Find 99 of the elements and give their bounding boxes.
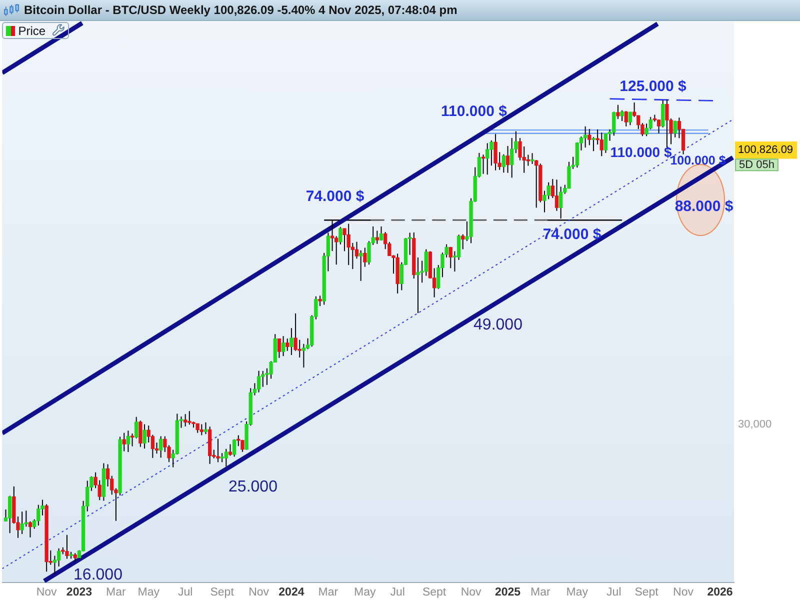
candlestick <box>256 370 261 393</box>
candlestick <box>448 246 452 269</box>
annotation: 16.000 <box>74 566 123 584</box>
x-tick-label: Sept <box>210 586 235 599</box>
annotation: 25.000 <box>228 478 278 496</box>
x-tick-label: May <box>354 586 376 599</box>
candlestick <box>665 98 669 148</box>
candlestick <box>416 256 420 314</box>
candlestick <box>522 146 526 174</box>
candlestick <box>142 424 146 450</box>
candlestick <box>628 111 632 126</box>
candlestick <box>98 480 102 501</box>
candlestick <box>216 438 220 463</box>
annotation: 125.000 $ <box>620 78 688 96</box>
candlestick <box>159 436 163 458</box>
candlestick <box>354 241 359 260</box>
annotation: 74.000 $ <box>306 188 365 206</box>
candlestick <box>236 434 240 447</box>
candlestick <box>375 230 379 244</box>
candlestick <box>290 328 294 356</box>
candlestick <box>277 338 282 358</box>
x-tick-label: Nov <box>36 586 58 599</box>
candlestick <box>184 414 188 427</box>
annotation: 110.000 $ <box>610 144 672 160</box>
candlestick <box>122 432 126 452</box>
candlestick <box>486 142 490 176</box>
chart-title: Bitcoin Dollar - BTC/USD Weekly 100,826.09 -5.40% 4 Nov 2025, 07:48:04 pm <box>24 3 458 17</box>
candlestick <box>106 464 110 488</box>
x-tick-label: 2023 <box>66 586 92 599</box>
candlestick <box>281 336 286 357</box>
candlestick <box>616 104 620 120</box>
x-tick-label: 2026 <box>707 586 733 599</box>
candlestick <box>65 534 69 560</box>
candlestick <box>456 234 461 260</box>
candlestick <box>52 555 57 574</box>
candlestick <box>494 134 498 171</box>
candlestick <box>286 338 290 352</box>
candlestick <box>318 295 322 307</box>
candlestick <box>624 110 628 127</box>
candlestick <box>232 438 236 458</box>
candlestick <box>56 548 61 568</box>
y-tick-label: 30,000 <box>738 418 772 430</box>
candlestick <box>196 423 200 434</box>
candlestick <box>126 430 130 453</box>
annotation: 74.000 $ <box>542 226 602 244</box>
candlestick <box>204 422 208 435</box>
candlestick <box>554 179 559 212</box>
x-tick-label: Nov <box>248 586 270 599</box>
candlestick <box>346 223 350 266</box>
x-tick-label: 2025 <box>494 586 522 599</box>
candlestick <box>661 100 665 128</box>
candlestick <box>188 410 192 426</box>
candlestick <box>150 434 155 458</box>
x-tick-label: Sept <box>634 586 660 599</box>
y-tick-label: 100,826.09 <box>738 144 794 156</box>
candlestick <box>424 248 428 276</box>
candlestick <box>379 226 384 241</box>
candlestick <box>546 182 550 200</box>
candlestick <box>600 132 604 157</box>
candlestick <box>28 520 32 538</box>
candlestick <box>138 420 142 448</box>
x-tick-label: Nov <box>460 586 482 599</box>
annotation: 110.000 $ <box>441 103 508 120</box>
x-tick-label: 2024 <box>278 586 305 599</box>
candlestick <box>604 133 608 154</box>
x-tick-label: May <box>138 586 160 599</box>
candlestick <box>220 452 224 463</box>
x-tick-label: Mar <box>318 586 338 599</box>
candlestick <box>240 439 244 452</box>
candlestick <box>228 444 232 456</box>
candlestick <box>224 448 228 467</box>
candlestick <box>20 511 24 535</box>
x-tick-label: Mar <box>530 586 550 599</box>
candlestick <box>588 128 592 146</box>
legend-label: Price <box>18 24 46 38</box>
candlestick <box>510 137 514 178</box>
candlestick <box>130 432 134 447</box>
x-tick-label: Sept <box>422 586 447 599</box>
annotation: 49.000 <box>474 316 523 334</box>
candlestick <box>302 343 306 368</box>
candlestick <box>359 250 363 282</box>
candlestick <box>481 154 486 174</box>
candlestick <box>506 145 510 174</box>
candlestick <box>298 339 302 358</box>
x-tick-label: Jul <box>390 586 405 599</box>
x-tick-label: Nov <box>673 586 694 599</box>
candlestick <box>36 504 40 526</box>
x-tick-label: Jul <box>178 586 193 599</box>
x-tick-label: May <box>566 586 588 599</box>
candlestick <box>583 126 588 148</box>
x-tick-label: Jul <box>606 586 622 599</box>
candlestick <box>656 119 661 134</box>
candlestick <box>200 424 204 436</box>
candlestick <box>673 120 677 138</box>
candlestick <box>502 154 506 174</box>
x-tick-label: Mar <box>106 586 126 599</box>
candlestick <box>461 234 465 250</box>
candlestick <box>8 495 12 534</box>
text: 5D 05h <box>739 159 774 172</box>
